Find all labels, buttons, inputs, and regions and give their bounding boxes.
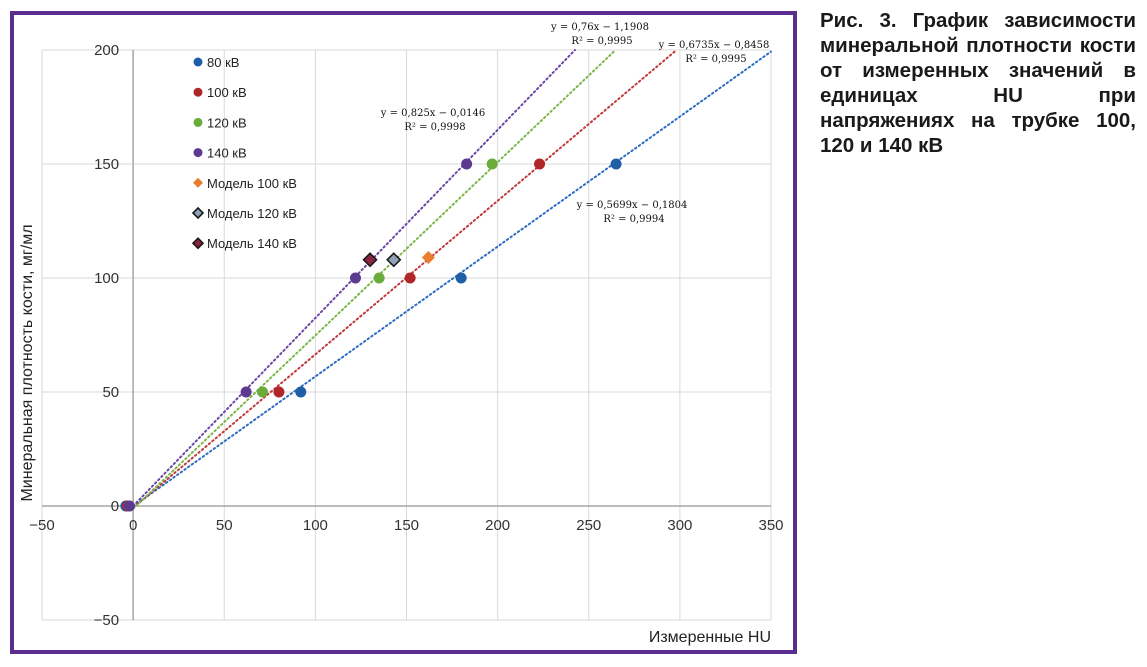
x-tick-label: −50 [29,517,54,534]
point-layer [120,158,622,512]
legend: 80 кВ 100 кВ 120 кВ 140 кВ Модель 100 кВ Моде… [191,55,297,251]
legend-marker [193,57,203,67]
legend-marker [193,87,203,97]
data-point [362,252,378,268]
data-point [610,158,622,170]
data-point [461,158,473,170]
trendline-equation: y = 0,76x − 1,1908 [550,22,649,33]
y-tick-label: 0 [111,498,119,515]
chart-frame [10,11,797,654]
trendline [132,50,772,508]
y-tick-label: −50 [94,612,119,629]
legend-label: 120 кВ [207,115,247,130]
legend-marker [193,177,203,188]
trendline-equation: y = 0,825x − 0,0146 [380,108,485,119]
x-tick-label: 250 [576,517,601,534]
data-point [404,272,416,284]
legend-marker [191,237,205,250]
data-point [421,250,435,264]
y-axis-title: Минеральная плотность кости, мг/мл [19,224,36,501]
data-point [273,386,285,398]
legend-marker [191,206,205,220]
grid-layer [41,49,772,621]
axis-layer [42,50,771,620]
data-point [486,158,498,170]
data-point [257,386,269,398]
legend-label: 140 кВ [207,146,247,161]
data-point [295,386,307,398]
legend-marker [193,117,203,127]
x-tick-label: 100 [303,517,328,534]
y-tick-label: 200 [94,42,119,59]
data-point [349,272,361,284]
data-point [386,252,402,268]
x-axis-title: Измеренные HU [649,629,771,646]
figure-caption: Рис. 3. График зависимости минеральной п… [820,9,1136,157]
data-point [240,386,252,398]
trendline-r-squared: R² = 0,9998 [404,122,465,133]
trendline-r-squared: R² = 0,9995 [571,36,632,47]
y-tick-label: 150 [94,156,119,173]
x-tick-label: 150 [394,517,419,534]
legend-label: 80 кВ [207,55,239,70]
legend-marker [193,148,203,158]
data-point [123,500,135,512]
trendline-equation: y = 0,6735x − 0,8458 [658,40,770,51]
y-tick-label: 100 [94,270,119,287]
x-tick-label: 50 [216,517,233,534]
x-tick-label: 200 [485,517,510,534]
y-tick-label: 50 [102,384,119,401]
data-point [455,272,467,284]
x-tick-label: 300 [667,517,692,534]
data-point [373,272,385,284]
legend-label: Модель 100 кВ [207,176,297,191]
trendline-equation: y = 0,5699x − 0,1804 [576,200,688,211]
legend-label: 100 кВ [207,85,247,100]
trendline-r-squared: R² = 0,9994 [603,214,664,225]
data-point [534,158,546,170]
trendline-r-squared: R² = 0,9995 [685,54,746,65]
scatter-chart: −50 0 50 100 150 200 250 300 350 −50 0 50 100 150 200 y… [19,22,784,646]
x-tick-label: 350 [758,517,783,534]
legend-label: Модель 140 кВ [207,236,297,251]
x-tick-label: 0 [129,517,137,534]
legend-label: Модель 120 кВ [207,206,297,221]
label-layer: −50 0 50 100 150 200 250 300 350 −50 0 50 100 150 200 y… [29,22,783,629]
